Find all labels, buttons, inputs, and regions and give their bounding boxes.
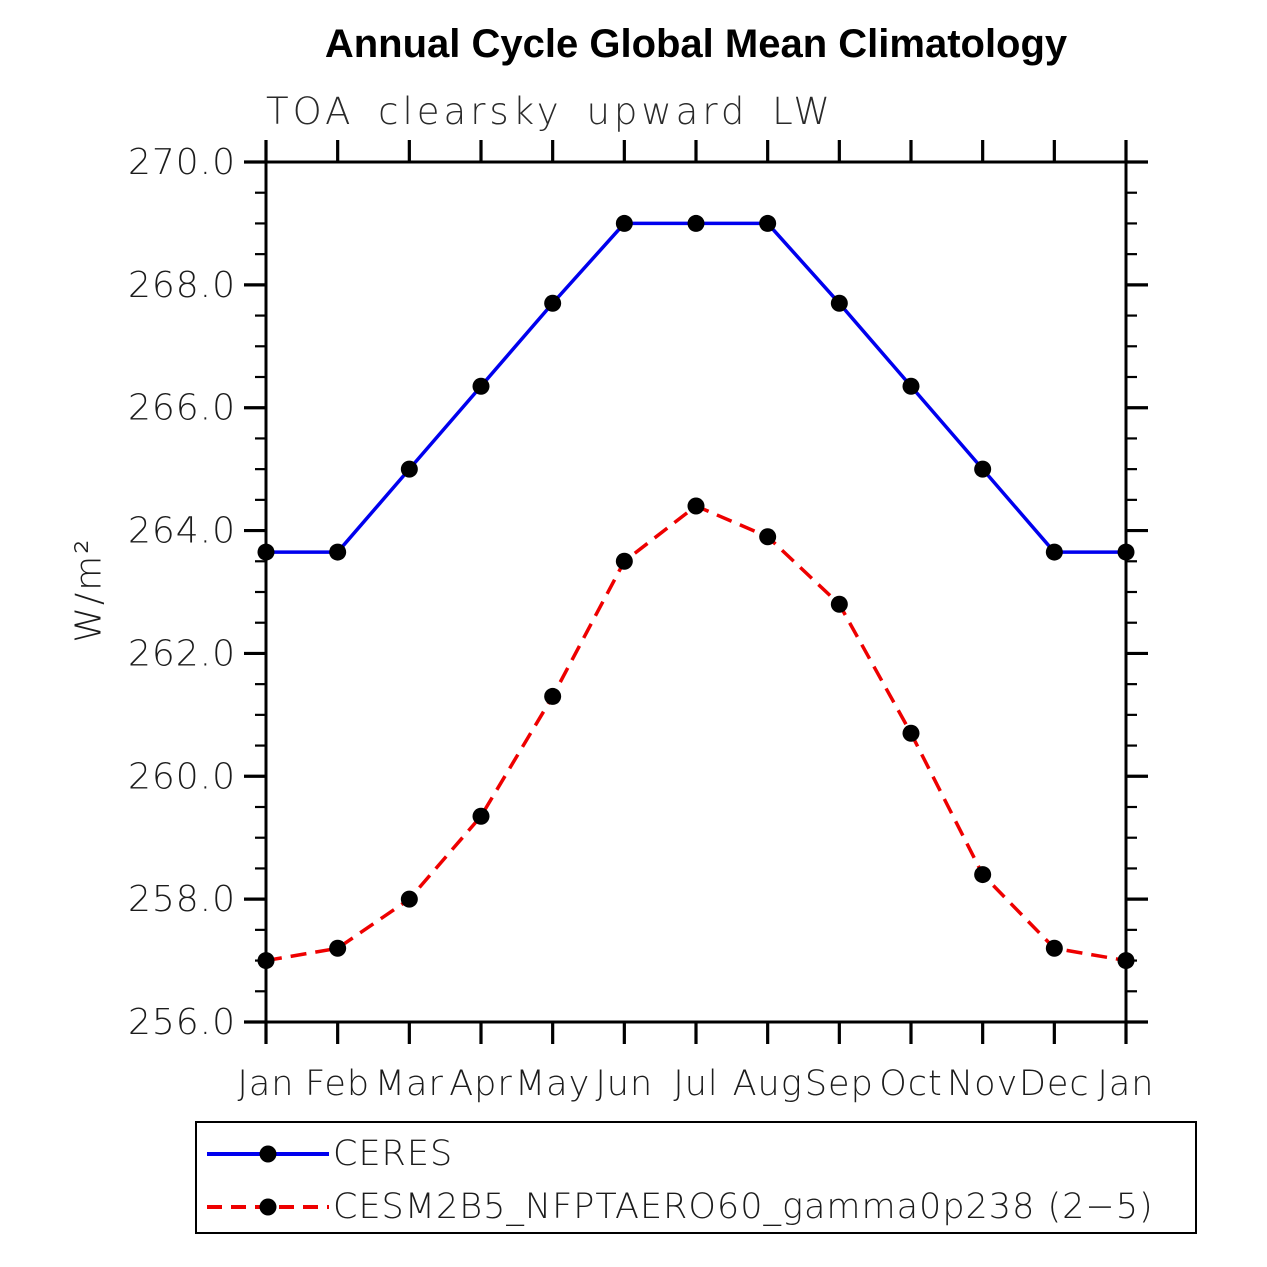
series-0-marker: [400, 460, 418, 478]
x-tick-label: Nov: [947, 1064, 1018, 1104]
series-1-marker: [687, 497, 705, 515]
series-1-line: [265, 503, 1127, 963]
series-0-marker: [1117, 543, 1135, 561]
x-tick-label: Jun: [595, 1064, 653, 1104]
series-0-marker: [329, 543, 347, 561]
legend-swatch-dashed-line: [207, 1198, 329, 1216]
series-0-marker: [257, 543, 275, 561]
y-tick-label: 262.0: [128, 633, 236, 674]
x-tick-label: Dec: [1019, 1064, 1090, 1104]
series-1-marker: [615, 552, 633, 570]
series-1-marker: [1045, 939, 1063, 957]
series-0-marker: [759, 214, 777, 232]
y-tick-label: 266.0: [128, 388, 236, 429]
y-axis-title: W/m²: [69, 537, 110, 642]
series-1-marker: [1117, 952, 1135, 970]
legend-swatch-solid-line: [207, 1145, 329, 1163]
series-0-marker: [974, 460, 992, 478]
series-0-marker: [687, 214, 705, 232]
legend-marker-cesm: [259, 1198, 277, 1216]
y-tick-label: 268.0: [128, 265, 236, 306]
series-1-marker: [329, 939, 347, 957]
series-1-marker: [974, 866, 992, 884]
legend-marker-ceres: [259, 1145, 277, 1163]
x-tick-label: Jan: [1098, 1064, 1155, 1104]
y-tick-label: 256.0: [128, 1002, 236, 1043]
x-tick-label: Apr: [449, 1064, 513, 1104]
y-tick-label: 270.0: [128, 142, 236, 183]
series-1-marker: [544, 687, 562, 705]
series-0-marker: [1045, 543, 1063, 561]
series-0-marker: [472, 377, 490, 395]
plot-frame: [264, 160, 1128, 1024]
x-tick-label: May: [515, 1064, 590, 1104]
legend-item-ceres: CERES: [203, 1134, 454, 1174]
x-tick-label: Mar: [375, 1064, 444, 1104]
x-tick-label: Sep: [805, 1064, 874, 1104]
series-1-marker: [830, 595, 848, 613]
legend-item-cesm: CESM2B5_NFPTAERO60_gamma0p238 (2−5): [203, 1187, 1154, 1227]
chart-title: Annual Cycle Global Mean Climatology: [324, 22, 1068, 66]
chart-subtitle: TOA clearsky upward LW: [266, 90, 834, 133]
legend-label-ceres: CERES: [333, 1134, 454, 1174]
legend-label-cesm: CESM2B5_NFPTAERO60_gamma0p238 (2−5): [333, 1187, 1154, 1227]
y-tick-label: 260.0: [128, 756, 236, 797]
series-1-marker: [400, 890, 418, 908]
series-0-marker: [830, 294, 848, 312]
x-tick-label: Oct: [879, 1064, 943, 1104]
series-1-marker: [257, 952, 275, 970]
series-0-marker: [615, 214, 633, 232]
y-tick-label: 264.0: [128, 511, 236, 552]
x-tick-label: Jul: [673, 1064, 718, 1104]
x-tick-label: Jan: [238, 1064, 295, 1104]
x-tick-label: Feb: [305, 1064, 370, 1104]
y-tick-label: 258.0: [128, 879, 236, 920]
x-tick-label: Aug: [733, 1064, 803, 1104]
series-0-marker: [544, 294, 562, 312]
series-1-marker: [759, 528, 777, 546]
series-1-marker: [472, 807, 490, 825]
series-1-marker: [902, 724, 920, 742]
series-0-marker: [902, 377, 920, 395]
legend-box: CERES CESM2B5_NFPTAERO60_gamma0p238 (2−5…: [195, 1121, 1197, 1234]
